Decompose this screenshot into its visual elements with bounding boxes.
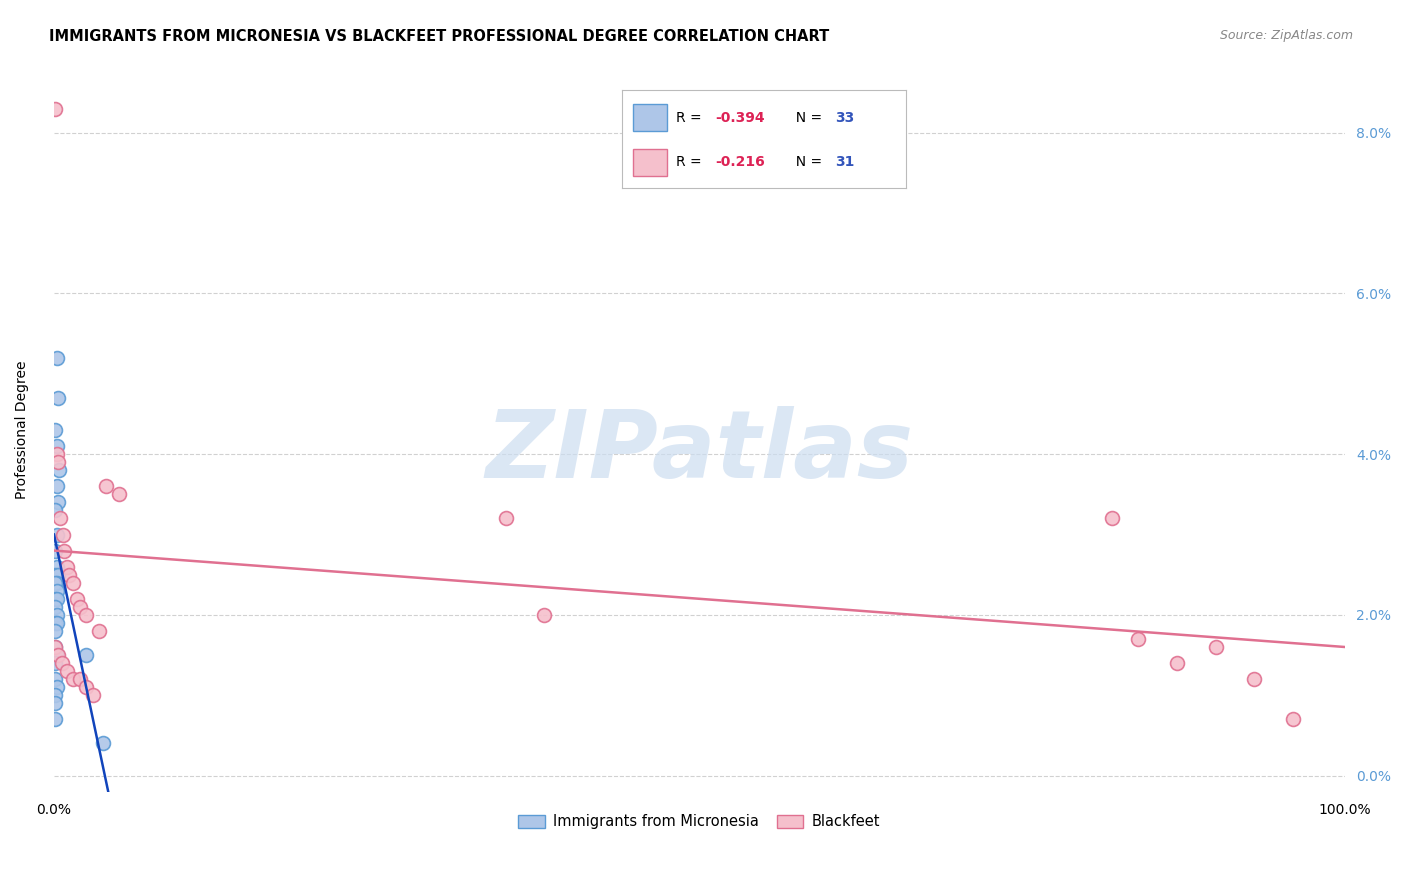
Point bbox=[45, 607, 67, 622]
Point bbox=[45, 615, 67, 630]
Point bbox=[44, 615, 66, 630]
Point bbox=[53, 543, 76, 558]
Point bbox=[495, 511, 517, 525]
Point bbox=[44, 712, 66, 726]
Point bbox=[52, 527, 75, 541]
Point bbox=[56, 664, 79, 678]
Point bbox=[66, 591, 89, 606]
Point bbox=[45, 583, 67, 598]
Point bbox=[44, 696, 66, 710]
Point bbox=[44, 672, 66, 686]
Point bbox=[45, 648, 67, 662]
Point bbox=[44, 102, 66, 116]
Point bbox=[45, 447, 67, 461]
Point bbox=[45, 351, 67, 365]
Text: ZIPatlas: ZIPatlas bbox=[485, 406, 914, 498]
Point bbox=[44, 543, 66, 558]
Point bbox=[44, 575, 66, 590]
Point bbox=[75, 607, 97, 622]
Point bbox=[533, 607, 555, 622]
Point bbox=[51, 656, 73, 670]
Point bbox=[46, 567, 69, 582]
Point bbox=[44, 624, 66, 638]
Point bbox=[46, 648, 69, 662]
Point bbox=[44, 599, 66, 614]
Point bbox=[45, 479, 67, 493]
Point bbox=[82, 688, 104, 702]
Point bbox=[44, 423, 66, 437]
Point bbox=[44, 567, 66, 582]
Point bbox=[1205, 640, 1227, 654]
Point bbox=[1128, 632, 1150, 646]
Point bbox=[89, 624, 111, 638]
Point bbox=[45, 559, 67, 574]
Point bbox=[46, 495, 69, 509]
Point bbox=[1282, 712, 1305, 726]
Point bbox=[44, 656, 66, 670]
Point bbox=[75, 680, 97, 694]
Point bbox=[75, 648, 97, 662]
Point bbox=[49, 511, 72, 525]
Point bbox=[44, 640, 66, 654]
Point bbox=[56, 559, 79, 574]
Point bbox=[48, 463, 70, 477]
Point bbox=[44, 503, 66, 517]
Point bbox=[46, 391, 69, 405]
Point bbox=[62, 575, 84, 590]
Point bbox=[1166, 656, 1188, 670]
Point bbox=[45, 575, 67, 590]
Point bbox=[107, 487, 129, 501]
Y-axis label: Professional Degree: Professional Degree bbox=[15, 361, 30, 500]
Legend: Immigrants from Micronesia, Blackfeet: Immigrants from Micronesia, Blackfeet bbox=[513, 808, 886, 835]
Point bbox=[1243, 672, 1265, 686]
Point bbox=[58, 567, 80, 582]
Point bbox=[91, 736, 114, 750]
Point bbox=[69, 672, 91, 686]
Point bbox=[62, 672, 84, 686]
Point bbox=[45, 680, 67, 694]
Point bbox=[45, 591, 67, 606]
Point bbox=[44, 640, 66, 654]
Point bbox=[94, 479, 117, 493]
Point bbox=[44, 688, 66, 702]
Point bbox=[1101, 511, 1123, 525]
Point bbox=[45, 439, 67, 453]
Point bbox=[45, 527, 67, 541]
Point bbox=[69, 599, 91, 614]
Point bbox=[44, 591, 66, 606]
Text: IMMIGRANTS FROM MICRONESIA VS BLACKFEET PROFESSIONAL DEGREE CORRELATION CHART: IMMIGRANTS FROM MICRONESIA VS BLACKFEET … bbox=[49, 29, 830, 44]
Text: Source: ZipAtlas.com: Source: ZipAtlas.com bbox=[1219, 29, 1353, 42]
Point bbox=[46, 455, 69, 469]
